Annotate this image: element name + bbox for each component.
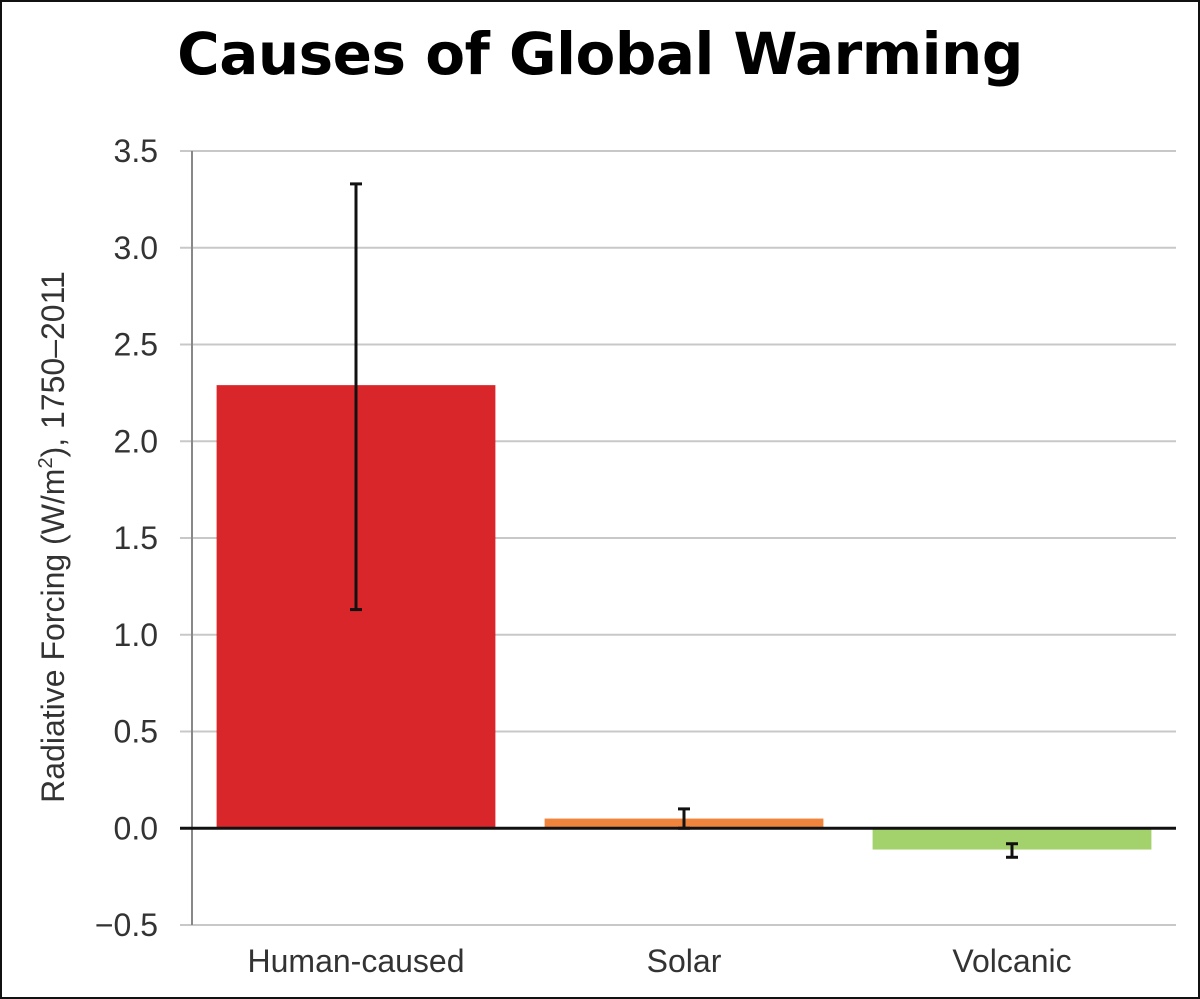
y-tick-label: −0.5 xyxy=(95,907,158,943)
y-axis-title-tail: ), 1750–2011 xyxy=(35,271,71,457)
category-labels: Human-caused Solar Volcanic xyxy=(248,943,1072,979)
bar-volcanic xyxy=(872,828,1152,850)
y-tick-label: 0.0 xyxy=(114,810,158,846)
y-tick-label: 0.5 xyxy=(114,714,158,750)
y-axis-title: Radiative Forcing (W/m2), 1750–2011 xyxy=(35,271,71,803)
category-label: Solar xyxy=(647,943,722,979)
y-tick-label: 3.5 xyxy=(114,133,158,169)
y-tick-label: 1.0 xyxy=(114,617,158,653)
y-axis-title-superscript: 2 xyxy=(35,457,57,468)
y-tick-label: 2.0 xyxy=(114,423,158,459)
chart-title: Causes of Global Warming xyxy=(177,20,1023,88)
error-bars xyxy=(350,182,1018,859)
y-axis-ticks: 3.5 3.0 2.5 2.0 1.5 1.0 0.5 0.0 −0.5 xyxy=(95,133,158,943)
y-tick-label: 1.5 xyxy=(114,520,158,556)
y-tick-label: 3.0 xyxy=(114,230,158,266)
y-tick-label: 2.5 xyxy=(114,327,158,363)
category-label: Human-caused xyxy=(248,943,465,979)
category-label: Volcanic xyxy=(952,943,1071,979)
y-axis-title-main: Radiative Forcing (W/m xyxy=(35,469,71,803)
